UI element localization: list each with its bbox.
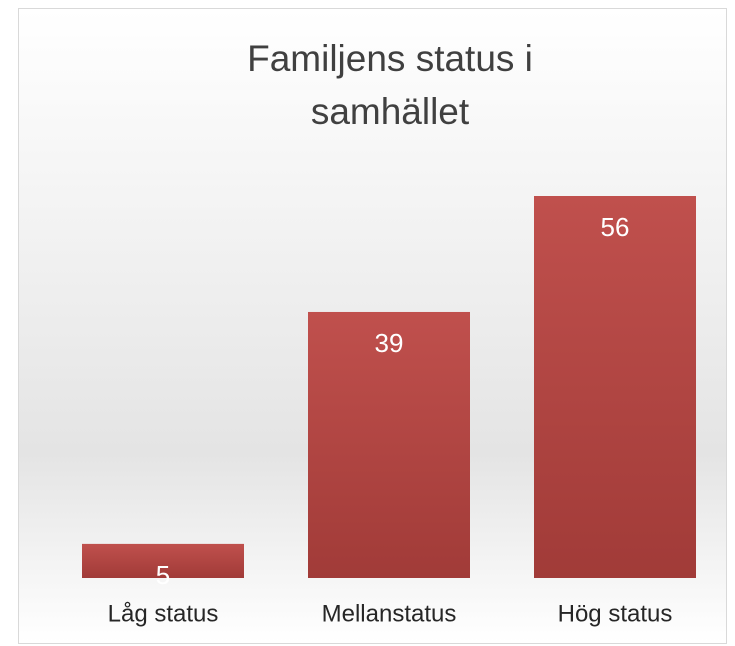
bar (534, 196, 696, 578)
bar (308, 311, 470, 578)
chart-title: Familjens status i samhället (247, 38, 533, 132)
data-label: 5 (156, 560, 170, 590)
bar (82, 543, 244, 578)
x-tick-label: Mellanstatus (322, 600, 457, 627)
data-label: 56 (601, 212, 630, 242)
data-label: 39 (375, 328, 404, 358)
x-tick-label: Hög status (558, 600, 673, 627)
x-tick-label: Låg status (108, 600, 219, 627)
